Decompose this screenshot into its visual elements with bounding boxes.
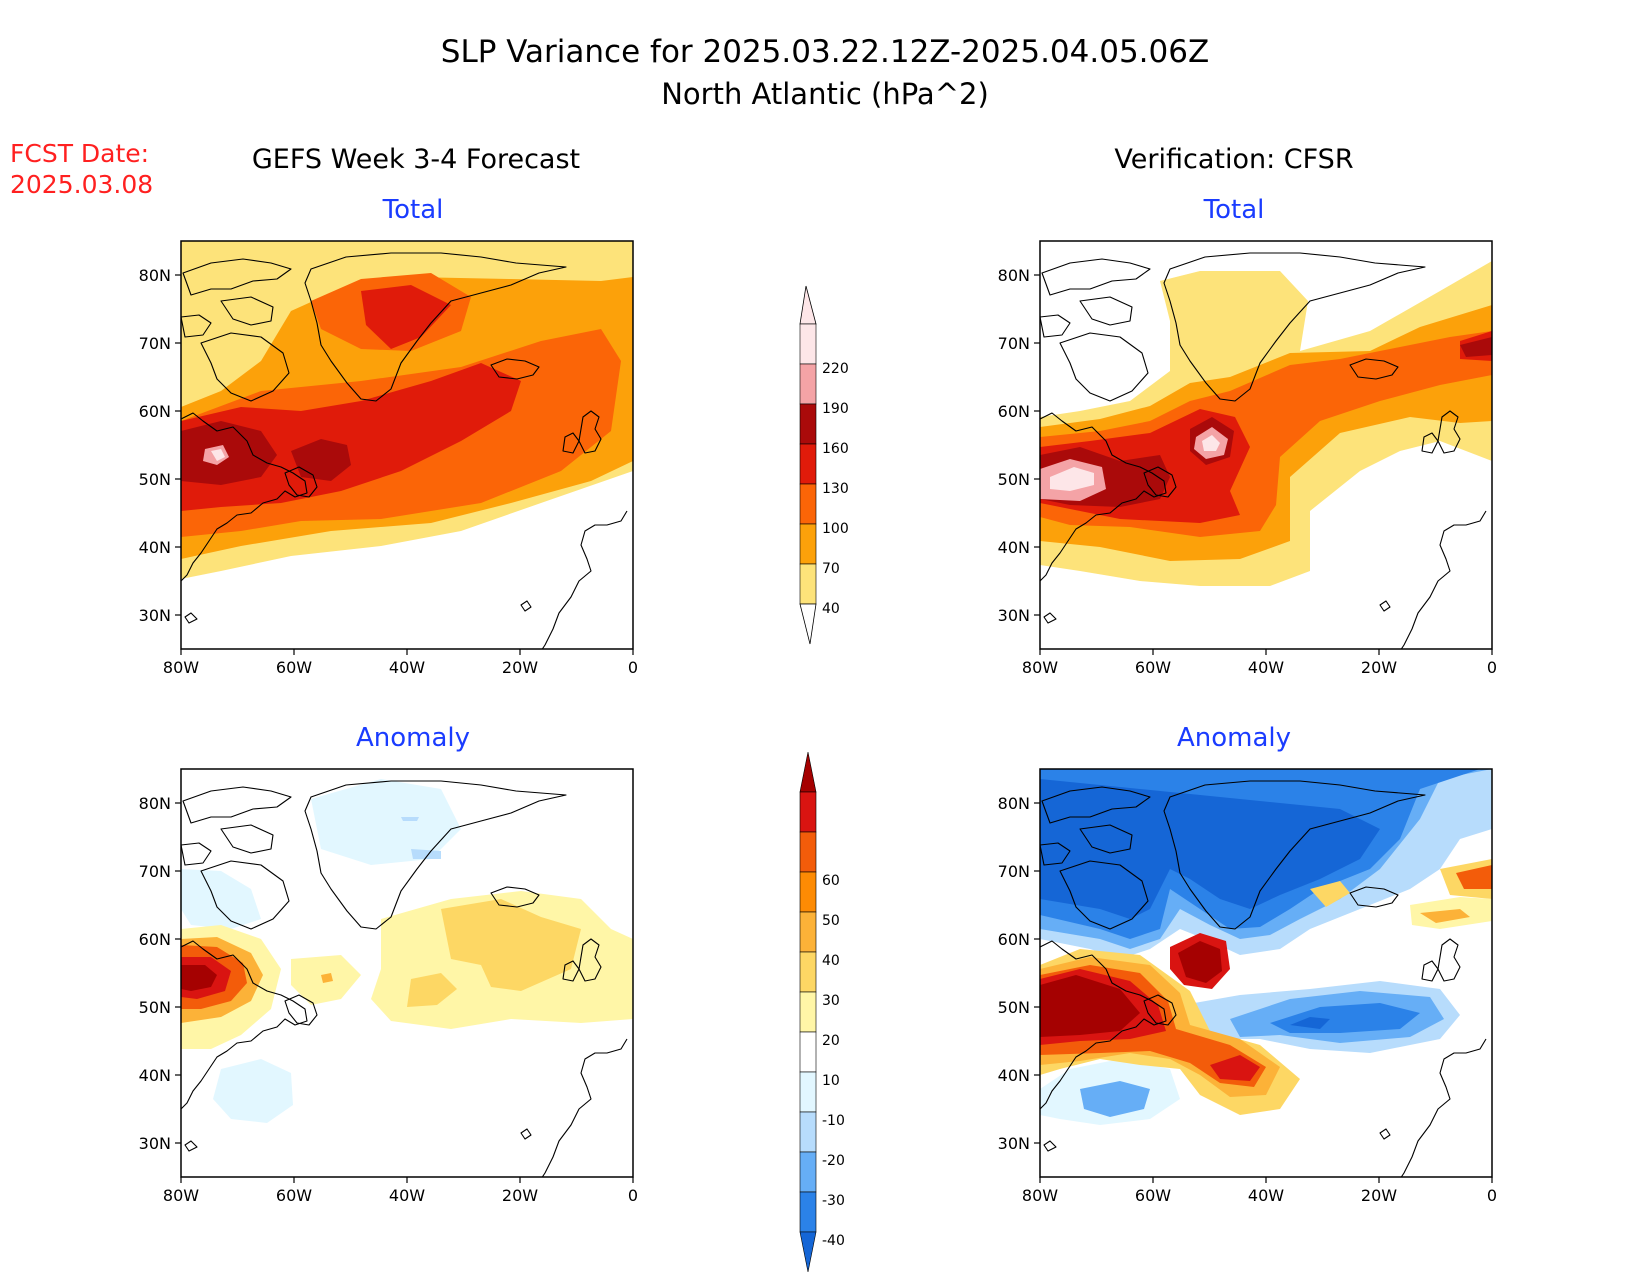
column-title-cfsr: Verification: CFSR [1114,144,1353,175]
map-panel-gefs-anomaly: 30N 40N 50N 60N 70N 80N 80W 60W 40W 20W … [139,768,638,1205]
map-panel-cfsr-anomaly: 30N 40N 50N 60N 70N 80N 80W 60W 40W 20W … [998,768,1497,1205]
lon-tick: 0 [628,658,638,677]
lat-tick: 30N [998,606,1030,625]
lon-tick: 80W [1022,1186,1058,1205]
lon-tick: 40W [389,658,425,677]
colorbar-anomaly: -40 -30 -20 -10 10 20 30 40 50 60 [799,751,845,1273]
lat-tick: 60N [139,930,171,949]
fcst-date-value: 2025.03.08 [10,170,153,199]
fcst-date-label: FCST Date: [10,139,149,168]
colorbar-label: 30 [822,993,840,1009]
lat-tick: 60N [998,930,1030,949]
lat-tick: 40N [998,538,1030,557]
lat-tick: 50N [139,998,171,1017]
lat-tick: 70N [139,334,171,353]
lat-tick: 70N [998,862,1030,881]
map-panel-cfsr-total: 30N 40N 50N 60N 70N 80N 80W 60W 40W 20W … [998,240,1497,677]
lon-tick: 20W [502,658,538,677]
lon-tick: 40W [389,1186,425,1205]
lat-tick: 40N [139,538,171,557]
lat-tick: 50N [998,998,1030,1017]
colorbar-label: 160 [822,441,849,457]
colorbar-label: -20 [822,1153,845,1169]
lat-tick: 30N [139,606,171,625]
lon-tick: 60W [1135,1186,1171,1205]
lat-tick: 50N [998,470,1030,489]
lon-tick: 40W [1248,658,1284,677]
chart-title: SLP Variance for 2025.03.22.12Z-2025.04.… [441,34,1209,70]
colorbar-label: 20 [822,1033,840,1049]
map-panel-gefs-total: 30N 40N 50N 60N 70N 80N 80W 60W 40W 20W … [139,240,638,677]
lat-tick: 80N [998,266,1030,285]
lon-tick: 80W [163,658,199,677]
lon-tick: 20W [502,1186,538,1205]
colorbar-label: 190 [822,401,849,417]
lat-tick: 40N [139,1066,171,1085]
lat-tick: 40N [998,1066,1030,1085]
lat-tick: 70N [139,862,171,881]
lat-tick: 30N [139,1134,171,1153]
column-title-gefs: GEFS Week 3-4 Forecast [252,144,580,175]
colorbar-label: -10 [822,1113,845,1129]
colorbar-label: 130 [822,481,849,497]
lon-tick: 20W [1361,658,1397,677]
chart-subtitle: North Atlantic (hPa^2) [661,77,989,111]
panel-title-gefs-anomaly: Anomaly [356,723,470,753]
panel-title-cfsr-anomaly: Anomaly [1177,723,1291,753]
lat-tick: 70N [998,334,1030,353]
lon-tick: 0 [1487,658,1497,677]
panel-title-cfsr-total: Total [1203,195,1265,225]
colorbar-label: -30 [822,1193,845,1209]
colorbar-total: 40 70 100 130 160 190 220 [799,285,849,645]
colorbar-label: 50 [822,913,840,929]
colorbar-label: 70 [822,561,840,577]
colorbar-label: 10 [822,1073,840,1089]
colorbar-label: -40 [822,1233,845,1249]
colorbar-label: 220 [822,361,849,377]
lon-tick: 0 [628,1186,638,1205]
lon-tick: 60W [276,1186,312,1205]
colorbar-label: 40 [822,601,840,617]
panel-title-gefs-total: Total [382,195,444,225]
colorbar-label: 40 [822,953,840,969]
lon-tick: 60W [276,658,312,677]
lat-tick: 80N [139,794,171,813]
lat-tick: 80N [998,794,1030,813]
lon-tick: 60W [1135,658,1171,677]
lon-tick: 0 [1487,1186,1497,1205]
colorbar-label: 100 [822,521,849,537]
lon-tick: 20W [1361,1186,1397,1205]
lat-tick: 80N [139,266,171,285]
lon-tick: 80W [163,1186,199,1205]
lon-tick: 40W [1248,1186,1284,1205]
lat-tick: 30N [998,1134,1030,1153]
lon-tick: 80W [1022,658,1058,677]
colorbar-label: 60 [822,873,840,889]
lat-tick: 50N [139,470,171,489]
lat-tick: 60N [998,402,1030,421]
lat-tick: 60N [139,402,171,421]
